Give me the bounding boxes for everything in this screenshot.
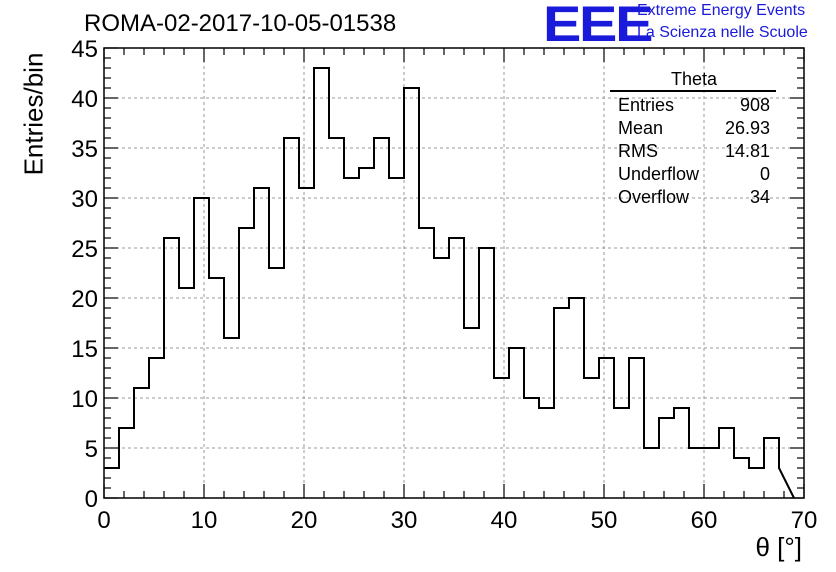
x-tick-label: 70 bbox=[791, 507, 818, 534]
x-tick-label: 40 bbox=[491, 507, 518, 534]
x-tick-label: 10 bbox=[191, 507, 218, 534]
stats-value: 34 bbox=[749, 187, 770, 207]
y-tick-label: 35 bbox=[71, 136, 98, 163]
stats-name: Theta bbox=[670, 69, 718, 89]
y-tick-label: 30 bbox=[71, 186, 98, 213]
y-tick-label: 0 bbox=[85, 486, 98, 513]
stats-label: Underflow bbox=[618, 164, 700, 184]
stats-value: 0 bbox=[759, 164, 770, 184]
x-tick-label: 50 bbox=[591, 507, 618, 534]
y-tick-label: 10 bbox=[71, 386, 98, 413]
stats-row-rms: RMS 14.81 bbox=[606, 140, 776, 163]
stats-row-mean: Mean 26.93 bbox=[606, 117, 776, 140]
stats-row-entries: Entries 908 bbox=[606, 94, 776, 117]
y-tick-label: 15 bbox=[71, 336, 98, 363]
logo-line-1: Extreme Energy Events bbox=[637, 2, 806, 19]
stats-label: Mean bbox=[618, 118, 664, 138]
y-axis-label: Entries/bin bbox=[18, 52, 49, 176]
stats-label: Entries bbox=[618, 95, 675, 115]
logo-line-2: La Scienza nelle Scuole bbox=[637, 24, 808, 41]
y-tick-label: 20 bbox=[71, 286, 98, 313]
stats-label: RMS bbox=[618, 141, 658, 161]
chart-title: ROMA-02-2017-10-05-01538 bbox=[84, 10, 397, 37]
y-tick-label: 40 bbox=[71, 86, 98, 113]
stats-value: 908 bbox=[739, 95, 770, 115]
x-tick-label: 60 bbox=[691, 507, 718, 534]
y-tick-label: 25 bbox=[71, 236, 98, 263]
y-tick-label: 5 bbox=[85, 436, 98, 463]
x-tick-label: 30 bbox=[391, 507, 418, 534]
tick-labels: 0 10 20 30 40 50 60 70 0 5 10 15 20 25 30 35 40 45 bbox=[71, 36, 817, 534]
y-tick-label: 45 bbox=[71, 36, 98, 63]
stats-row-underflow: Underflow 0 bbox=[606, 163, 776, 186]
x-tick-label: 0 bbox=[97, 507, 110, 534]
stats-row-overflow: Overflow 34 bbox=[606, 186, 776, 209]
axis-ticks bbox=[103, 47, 805, 499]
grid-lines bbox=[104, 48, 804, 498]
x-tick-label: 20 bbox=[291, 507, 318, 534]
eee-logo: EEE bbox=[543, 0, 653, 52]
stats-box: Theta Entries 908 Mean 26.93 RMS 14.81 Unde… bbox=[606, 68, 776, 209]
stats-value: 14.81 bbox=[724, 141, 770, 161]
stats-divider bbox=[610, 90, 776, 92]
x-axis-label: θ [°] bbox=[755, 532, 802, 562]
stats-label: Overflow bbox=[618, 187, 690, 207]
stats-value: 26.93 bbox=[724, 118, 770, 138]
histogram-line bbox=[104, 67, 795, 499]
plot-frame bbox=[103, 47, 805, 499]
